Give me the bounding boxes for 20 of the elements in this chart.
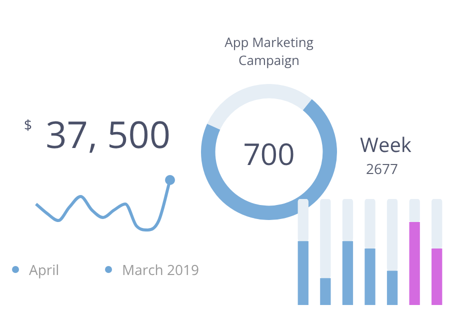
bar <box>364 248 376 305</box>
bar <box>298 199 308 242</box>
bar <box>320 199 331 279</box>
text: 700 <box>242 133 296 174</box>
bar <box>432 248 442 305</box>
bar <box>386 270 398 305</box>
chart-title: Week <box>360 131 412 158</box>
bar <box>409 199 420 223</box>
bar <box>432 199 442 250</box>
bar <box>342 199 354 242</box>
text: March 2019 <box>121 261 200 280</box>
text: April <box>28 261 60 280</box>
bar <box>409 222 420 305</box>
bar <box>364 199 376 250</box>
chart-subtitle: 2677 <box>366 160 398 179</box>
bar <box>342 241 354 305</box>
bar <box>386 199 398 272</box>
chart-title: App Marketing Campaign <box>224 33 314 69</box>
bar <box>320 278 331 305</box>
bar <box>298 241 308 305</box>
